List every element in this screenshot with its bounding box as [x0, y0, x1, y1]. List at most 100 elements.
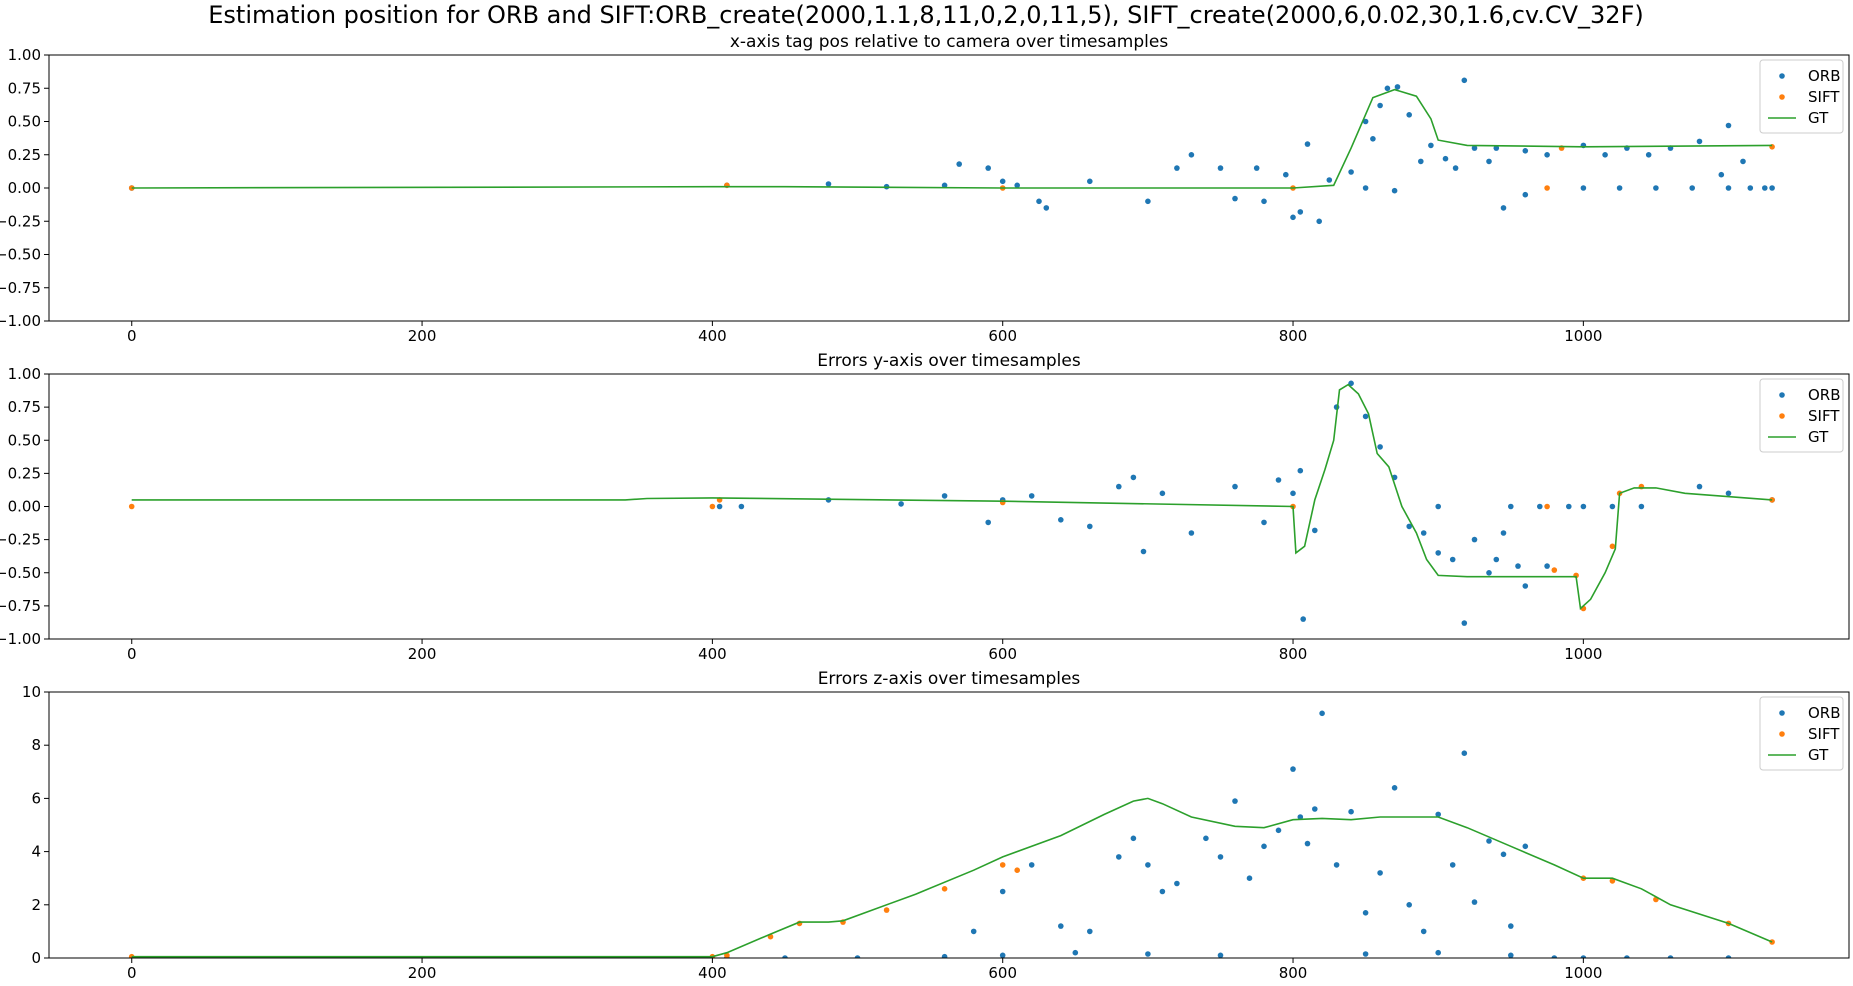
x-tick-label: 800 [1279, 964, 1308, 982]
point-orb [970, 928, 977, 935]
point-orb [1522, 843, 1529, 850]
point-orb [1362, 413, 1369, 420]
point-orb [1740, 158, 1746, 165]
point-orb [999, 952, 1006, 958]
legend-label-sift: SIFT [1808, 88, 1840, 106]
point-orb [1544, 563, 1550, 569]
x-tick-label: 800 [1279, 327, 1308, 345]
point-orb [1580, 955, 1587, 958]
point-orb [1319, 710, 1325, 717]
point-orb [1725, 185, 1732, 191]
point-orb [1486, 158, 1492, 165]
point-orb [1667, 955, 1674, 958]
y-tick-label: −0.75 [0, 279, 41, 297]
legend-marker-sift [1779, 731, 1785, 737]
point-orb [1283, 171, 1289, 178]
legend-marker-orb [1779, 392, 1785, 398]
point-orb [1696, 138, 1703, 145]
y-tick-label: 2 [31, 896, 41, 914]
y-tick-label: 8 [31, 736, 41, 754]
point-orb [1406, 902, 1412, 908]
subplot-2: Errors y-axis over timesamples 0 200 400 600… [0, 351, 1850, 663]
point-orb [1297, 209, 1304, 215]
point-orb [1493, 145, 1500, 151]
point-orb [1762, 185, 1768, 191]
point-orb [1391, 785, 1398, 791]
series-line-gt [131, 383, 1773, 611]
point-orb [1217, 854, 1224, 860]
point-orb [1551, 955, 1558, 958]
point-orb [1406, 112, 1412, 118]
point-orb [1747, 185, 1754, 191]
point-orb [1072, 949, 1079, 956]
point-orb [1653, 185, 1659, 191]
point-orb [1508, 503, 1514, 510]
point-orb [1370, 136, 1376, 142]
point-orb [1486, 570, 1492, 576]
point-orb [1232, 195, 1238, 202]
point-orb [854, 955, 861, 958]
point-orb [1461, 620, 1468, 626]
point-orb [1471, 899, 1478, 905]
x-tick-label: 800 [1279, 645, 1308, 663]
point-orb [1159, 490, 1166, 497]
point-orb [1261, 198, 1267, 205]
legend-label-gt: GT [1808, 109, 1829, 127]
point-orb [1500, 205, 1507, 211]
legend-label-orb: ORB [1808, 704, 1841, 722]
subplot-1: x-axis tag pos relative to camera over t… [0, 32, 1850, 345]
point-orb [1515, 563, 1521, 569]
point-orb [1449, 862, 1456, 868]
point-orb [1500, 851, 1507, 858]
point-sift [941, 886, 948, 892]
x-tick-label: 0 [127, 964, 137, 982]
y-tick-label: 10 [22, 683, 41, 701]
point-orb [1486, 838, 1492, 844]
y-tick-label: 0.00 [8, 498, 41, 516]
point-orb [1145, 862, 1151, 868]
point-orb [1312, 806, 1318, 812]
y-tick-label: −0.25 [0, 531, 41, 549]
subplot-title: Errors z-axis over timesamples [818, 669, 1081, 689]
legend-marker-orb [1779, 73, 1785, 79]
point-orb [1300, 616, 1306, 622]
point-orb [985, 165, 991, 171]
legend-label-orb: ORB [1808, 67, 1841, 85]
point-orb [1638, 503, 1645, 510]
point-orb [1544, 152, 1550, 158]
legend: ORB SIFT GT [1759, 378, 1844, 453]
y-tick-label: 4 [31, 843, 41, 861]
figure-suptitle: Estimation position for ORB and SIFT:ORB… [208, 1, 1644, 29]
point-orb [1602, 152, 1608, 158]
point-sift [999, 862, 1006, 868]
subplots-group: x-axis tag pos relative to camera over t… [0, 32, 1850, 982]
point-orb [1616, 185, 1623, 191]
x-tick-label: 0 [127, 327, 137, 345]
legend-label-gt: GT [1808, 746, 1829, 764]
y-tick-label: 0 [31, 949, 41, 967]
y-tick-label: 0.25 [8, 464, 41, 482]
point-orb [1087, 928, 1093, 935]
plot-area [128, 710, 1775, 958]
y-tick-label: 0.50 [8, 431, 41, 449]
point-orb [898, 501, 904, 507]
point-orb [1624, 955, 1630, 958]
point-orb [1471, 536, 1478, 543]
point-sift [1551, 567, 1558, 573]
point-sift [1544, 503, 1550, 510]
point-orb [1145, 951, 1151, 957]
y-tick-label: 1.00 [8, 365, 41, 383]
point-orb [1522, 583, 1529, 589]
point-orb [1522, 148, 1529, 154]
y-tick-label: 0.75 [8, 398, 41, 416]
point-orb [1377, 102, 1383, 109]
series-line-gt [131, 88, 1773, 189]
point-orb [1297, 467, 1304, 474]
point-orb [1391, 187, 1398, 194]
point-orb [1261, 843, 1267, 850]
point-orb [941, 182, 948, 189]
point-sift [709, 503, 716, 510]
point-orb [1362, 185, 1369, 191]
y-tick-label: 0.75 [8, 79, 41, 97]
